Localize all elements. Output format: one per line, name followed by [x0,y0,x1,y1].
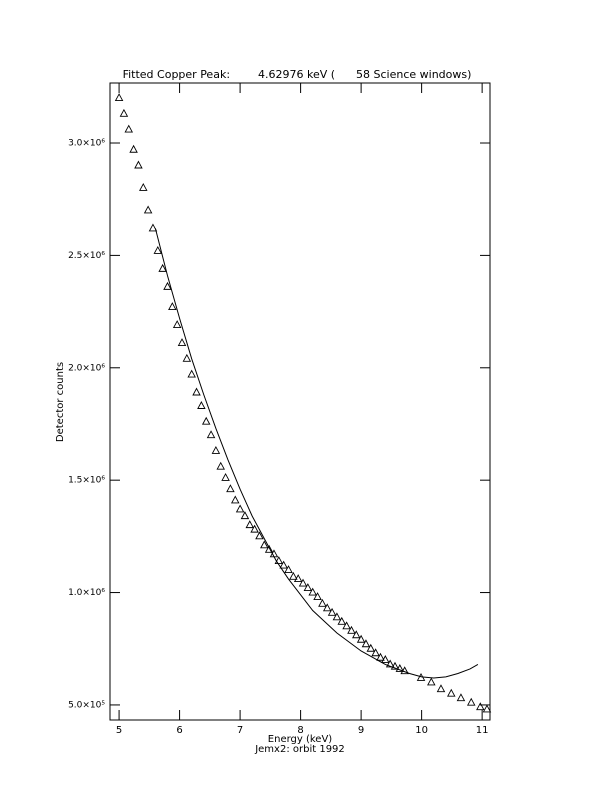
data-point [313,592,322,600]
data-point [250,524,259,533]
data-point [456,693,466,702]
x-tick-label: 5 [116,725,122,736]
data-point [289,571,298,580]
data-point [163,281,172,290]
data-point [447,688,456,697]
data-point [298,578,308,587]
data-point [332,612,342,621]
data-point [400,666,409,675]
data-point [337,616,347,625]
data-point [177,338,187,347]
data-point [231,495,240,504]
data-point [376,652,385,661]
data-point [192,387,201,396]
data-point [119,108,129,117]
data-point [427,677,436,686]
x-tick-label: 7 [237,725,243,736]
data-point [390,661,400,670]
data-point [395,664,405,672]
data-point [385,659,395,668]
data-point [124,124,134,133]
data-point [327,607,337,616]
data-point [347,625,356,634]
data-point [134,160,143,169]
data-point [216,461,225,470]
data-point [148,223,158,232]
data-point [211,446,221,454]
data-point [361,639,371,648]
plot-frame [109,82,491,721]
data-point [322,603,332,612]
data-point [274,556,284,565]
x-tick-label: 6 [176,725,182,736]
data-point [168,302,177,311]
data-point [260,540,269,549]
data-point [466,697,476,706]
subtitle: Jemx2: orbit 1992 [254,744,345,755]
data-point [139,183,148,191]
data-point [284,565,293,574]
x-tick-label: 10 [415,725,428,736]
data-point [221,472,230,481]
data-point [197,401,206,409]
chart-title: Fitted Copper Peak: 4.62976 keV ( 58 Sci… [123,68,472,81]
data-point [187,369,196,378]
data-point [182,353,192,362]
data-point [371,648,380,657]
data-point [235,504,245,513]
data-point [303,583,313,592]
y-tick-label: 1.0×10⁶ [68,588,105,598]
y-tick-label: 3.0×10⁶ [68,139,105,149]
data-point [264,544,274,553]
y-tick-label: 2.5×10⁶ [68,251,105,261]
data-point [114,93,124,102]
data-point [240,511,250,520]
x-tick-label: 9 [358,725,364,736]
y-tick-label: 5.0×10⁵ [68,700,105,710]
fit-curve [154,228,479,679]
data-point [129,144,138,153]
data-point [143,205,153,214]
y-axis-label: Detector counts [55,362,66,442]
data-point [153,245,163,254]
data-point [318,598,327,607]
data-point [172,320,182,329]
data-point [226,484,235,493]
x-tick-label: 8 [297,725,303,736]
data-point [255,531,264,540]
data-point [293,574,303,583]
data-point [342,621,351,630]
data-point [381,655,390,663]
data-point [352,630,361,639]
data-point [308,587,317,596]
data-point [158,263,167,272]
y-tick-label: 1.5×10⁶ [68,476,105,486]
data-point [436,684,446,693]
data-point [279,560,288,569]
x-axis-label: Energy (keV) [268,734,333,745]
data-point [482,704,492,713]
data-point [206,430,216,439]
data-point [476,702,485,711]
data-point [201,416,211,425]
data-point [366,643,376,652]
data-point [356,634,366,643]
y-tick-label: 2.0×10⁶ [68,363,105,373]
data-point [245,520,255,529]
x-tick-label: 11 [476,725,489,736]
